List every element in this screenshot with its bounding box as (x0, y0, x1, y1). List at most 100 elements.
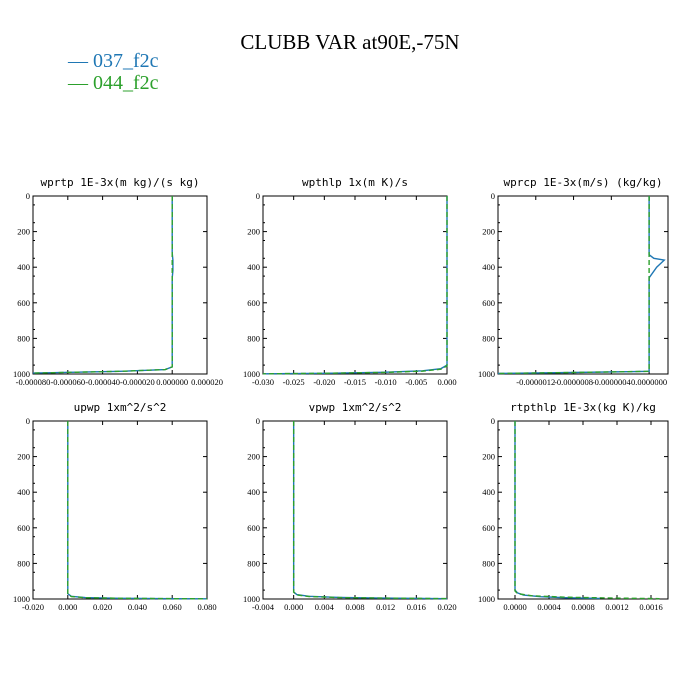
panel-title: rtpthlp 1E-3x(kg K)/kg (510, 401, 656, 414)
plot-frame (497, 420, 669, 600)
y-tick-label: 800 (247, 558, 260, 568)
y-tick-label: 0 (256, 191, 260, 201)
y-tick-label: 800 (482, 333, 495, 343)
y-tick-label: 0 (491, 191, 495, 201)
x-tick-label: 0.0016 (639, 602, 662, 612)
y-tick-label: 600 (17, 298, 30, 308)
plot-frame (32, 420, 208, 600)
x-tick-label: 0.0008 (571, 602, 594, 612)
plot-frame (32, 195, 208, 375)
y-tick-label: 800 (17, 333, 30, 343)
series-line-044_f2c (67, 421, 208, 600)
x-tick-label: 0.0012 (605, 602, 628, 612)
y-tick-label: 0 (491, 416, 495, 426)
chart-panel-0: wprtp 1E-3x(m kg)/(s kg) 0 200 400 600 800 100… (13, 176, 223, 387)
y-tick-label: 800 (482, 558, 495, 568)
y-tick-label: 0 (26, 416, 30, 426)
x-tick-label: 0.000 (284, 602, 303, 612)
y-tick-label: 600 (247, 523, 260, 533)
y-tick-label: 400 (247, 262, 260, 272)
panel-title: wprtp 1E-3x(m kg)/(s kg) (41, 176, 200, 189)
series-line-044_f2c (292, 421, 448, 600)
x-tick-label: 0.016 (407, 602, 426, 612)
x-tick-label: 0.0000 (503, 602, 526, 612)
panel-title: wpthlp 1x(m K)/s (302, 176, 408, 189)
y-tick-label: 1000 (478, 369, 495, 379)
series-line-037_f2c (497, 196, 666, 375)
x-tick-label: -0.004 (252, 602, 275, 612)
chart-panel-5: rtpthlp 1E-3x(kg K)/kg 0 200 400 600 800 1000 0… (478, 401, 669, 612)
y-tick-label: 600 (17, 523, 30, 533)
x-tick-label: 0.040 (128, 602, 147, 612)
y-tick-label: 600 (482, 298, 495, 308)
x-tick-label: 0.0004 (537, 602, 561, 612)
y-tick-label: 200 (247, 452, 260, 462)
x-tick-label: 0.0000000 (631, 377, 667, 387)
panel-title: wprcp 1E-3x(m/s) (kg/kg) (504, 176, 663, 189)
x-tick-label: -0.010 (375, 377, 397, 387)
x-tick-label: -0.0000012 (516, 377, 555, 387)
plot-frame (262, 195, 448, 375)
x-tick-label: -0.020 (313, 377, 335, 387)
y-tick-label: 200 (482, 452, 495, 462)
series-line-044_f2c (262, 196, 448, 375)
x-tick-label: -0.000080 (16, 377, 51, 387)
x-tick-label: 0.000000 (156, 377, 188, 387)
x-tick-label: -0.005 (405, 377, 427, 387)
x-tick-label: -0.000060 (50, 377, 85, 387)
legend-entry-044-f2c: — 044_f2c (68, 72, 159, 94)
x-tick-label: -0.015 (344, 377, 366, 387)
x-tick-label: -0.000040 (85, 377, 120, 387)
series-line-037_f2c (292, 421, 448, 600)
series-line-044_f2c (32, 196, 173, 374)
y-tick-label: 200 (247, 227, 260, 237)
series-line-037_f2c (32, 196, 174, 374)
x-tick-label: -0.020 (22, 602, 44, 612)
chart-panel-3: upwp 1xm^2/s^2 0 200 400 600 800 1000-0.020 0.0… (13, 401, 217, 612)
x-tick-label: 0.060 (163, 602, 182, 612)
panel-title: vpwp 1xm^2/s^2 (309, 401, 402, 414)
x-tick-label: 0.004 (315, 602, 335, 612)
x-tick-label: -0.000020 (120, 377, 155, 387)
y-tick-label: 200 (17, 452, 30, 462)
x-tick-label: -0.0000008 (554, 377, 593, 387)
plot-frame (497, 195, 669, 375)
chart-panel-2: wprcp 1E-3x(m/s) (kg/kg) 0 200 400 600 800 100… (478, 176, 669, 387)
x-tick-label: 0.020 (93, 602, 112, 612)
legend-entry-037-f2c: — 037_f2c (68, 50, 159, 72)
series-line-037_f2c (67, 421, 208, 600)
y-tick-label: 0 (26, 191, 30, 201)
y-tick-label: 400 (482, 262, 495, 272)
y-tick-label: 400 (247, 487, 260, 497)
series-line-037_f2c (262, 196, 448, 375)
y-tick-label: 600 (482, 523, 495, 533)
y-tick-label: 0 (256, 416, 260, 426)
x-tick-label: 0.008 (345, 602, 364, 612)
y-tick-label: 400 (17, 262, 30, 272)
y-tick-label: 200 (17, 227, 30, 237)
x-tick-label: -0.030 (252, 377, 274, 387)
y-tick-label: 800 (17, 558, 30, 568)
panel-title: upwp 1xm^2/s^2 (74, 401, 167, 414)
x-tick-label: 0.000 (58, 602, 77, 612)
y-tick-label: 200 (482, 227, 495, 237)
y-tick-label: 1000 (243, 369, 260, 379)
x-tick-label: 0.000020 (191, 377, 223, 387)
x-tick-label: -0.025 (283, 377, 305, 387)
x-tick-label: 0.012 (376, 602, 395, 612)
series-line-044_f2c (514, 421, 660, 600)
plot-frame (262, 420, 448, 600)
y-tick-label: 1000 (13, 594, 30, 604)
x-tick-label: 0.080 (197, 602, 216, 612)
chart-panel-4: vpwp 1xm^2/s^2 0 200 400 600 800 1000-0.004 0.0… (243, 401, 457, 612)
y-tick-label: 1000 (13, 369, 30, 379)
y-tick-label: 600 (247, 298, 260, 308)
y-tick-label: 400 (482, 487, 495, 497)
chart-panel-1: wpthlp 1x(m K)/s02004006008001000-0.030-… (243, 176, 457, 387)
x-tick-label: 0.020 (437, 602, 456, 612)
x-tick-label: 0.000 (437, 377, 456, 387)
y-tick-label: 800 (247, 333, 260, 343)
x-tick-label: -0.0000004 (592, 377, 632, 387)
series-line-037_f2c (514, 421, 601, 600)
